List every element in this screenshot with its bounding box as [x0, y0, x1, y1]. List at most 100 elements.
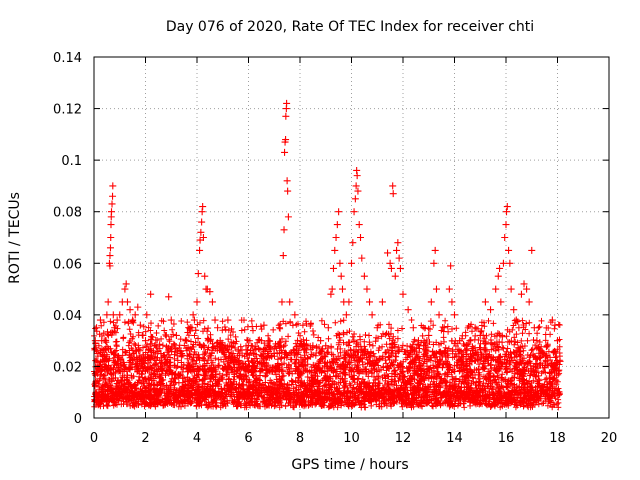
data-point — [193, 298, 201, 306]
data-point — [301, 344, 309, 352]
data-point — [393, 246, 401, 254]
x-tick-label: 14 — [446, 431, 463, 446]
data-point — [245, 357, 252, 365]
data-point — [317, 337, 325, 345]
data-point — [497, 298, 505, 306]
data-point — [496, 264, 504, 272]
data-point — [332, 234, 340, 241]
data-point — [157, 350, 165, 358]
data-point — [291, 311, 299, 319]
data-point — [284, 187, 292, 195]
data-point — [338, 285, 346, 293]
data-point — [278, 298, 286, 306]
data-point — [165, 293, 173, 301]
data-point — [129, 316, 137, 324]
data-point — [352, 182, 360, 190]
data-point — [296, 342, 304, 350]
data-point — [192, 326, 200, 334]
data-point — [445, 285, 453, 293]
data-point — [229, 350, 237, 358]
data-point — [178, 350, 186, 358]
y-tick-label: 0.02 — [53, 360, 82, 375]
data-point — [476, 331, 484, 339]
data-point — [250, 350, 258, 358]
data-point — [360, 272, 368, 280]
data-point — [530, 324, 538, 332]
data-point — [471, 324, 479, 332]
data-point — [196, 246, 204, 254]
x-tick-label: 16 — [498, 431, 515, 446]
data-point — [510, 306, 518, 314]
data-point — [121, 285, 129, 293]
data-point — [396, 264, 404, 272]
y-tick-label: 0.06 — [53, 257, 82, 272]
y-tick-label: 0 — [74, 412, 82, 427]
data-point — [147, 290, 155, 298]
data-point — [109, 182, 117, 190]
data-point — [139, 331, 147, 339]
data-point — [91, 337, 99, 345]
data-point — [368, 311, 376, 319]
data-point — [503, 203, 511, 211]
y-tick-label: 0.04 — [53, 309, 82, 324]
x-tick-label: 0 — [90, 431, 98, 446]
data-point — [103, 311, 111, 319]
data-point — [224, 316, 232, 324]
data-point — [208, 298, 216, 306]
data-point — [108, 200, 116, 208]
data-point — [99, 357, 107, 365]
data-point — [420, 342, 428, 350]
data-point — [113, 316, 121, 324]
data-point — [260, 321, 268, 329]
data-point — [503, 208, 511, 216]
data-point — [194, 270, 202, 278]
data-point — [126, 306, 134, 314]
data-point — [167, 316, 175, 324]
data-point — [386, 259, 394, 267]
data-point — [309, 342, 317, 350]
data-point — [211, 316, 219, 324]
data-point — [512, 316, 520, 324]
data-point — [201, 272, 209, 280]
data-point — [142, 337, 149, 345]
data-point — [335, 208, 343, 216]
data-point — [363, 285, 371, 293]
data-point — [286, 298, 294, 306]
y-tick-label: 0.14 — [53, 51, 82, 66]
data-point — [116, 311, 124, 319]
data-point — [333, 221, 341, 229]
data-point — [548, 316, 556, 324]
data-point — [324, 324, 332, 332]
data-point — [342, 311, 350, 319]
dense-scatter-band — [91, 317, 563, 411]
data-point — [282, 112, 290, 120]
data-point — [487, 306, 495, 314]
data-point — [358, 254, 366, 262]
data-point — [328, 285, 336, 293]
data-point — [528, 246, 536, 254]
data-point — [554, 337, 561, 345]
data-point — [502, 221, 510, 229]
data-point — [366, 298, 374, 306]
data-point — [505, 246, 513, 254]
data-point — [109, 311, 117, 319]
data-point — [106, 262, 114, 270]
data-point — [384, 249, 392, 257]
y-tick-label: 0.12 — [53, 103, 82, 118]
data-point — [282, 136, 290, 144]
data-point — [435, 311, 443, 319]
data-point — [355, 221, 363, 229]
data-point — [216, 337, 224, 345]
data-point — [432, 285, 440, 293]
chart-title: Day 076 of 2020, Rate Of TEC Index for r… — [166, 19, 534, 35]
data-point — [506, 259, 514, 267]
data-point — [281, 148, 289, 156]
data-point — [111, 324, 119, 332]
data-point — [199, 203, 207, 211]
data-point — [350, 208, 358, 216]
data-point — [551, 321, 559, 329]
data-point — [219, 342, 227, 350]
data-point — [131, 311, 139, 319]
data-point — [538, 350, 546, 358]
